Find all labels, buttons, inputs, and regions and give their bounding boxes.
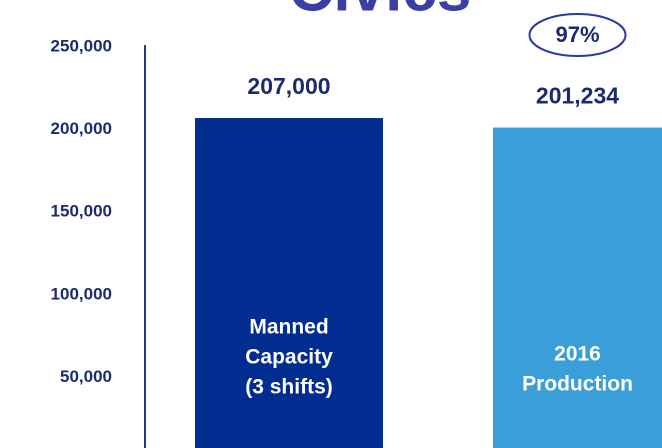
category-label: Manned <box>249 316 328 339</box>
category-label: 2016 <box>554 343 601 366</box>
chart-title: Civics <box>289 0 472 24</box>
category-label: Capacity <box>245 346 333 369</box>
category-label: Production <box>522 373 633 396</box>
annotation-ellipse <box>528 13 627 57</box>
y-tick-label: 50,000 <box>60 367 112 386</box>
y-tick-label: 250,000 <box>51 36 112 55</box>
y-tick-label: 150,000 <box>51 202 112 221</box>
category-label: (3 shifts) <box>245 376 333 399</box>
bar <box>195 118 383 448</box>
value-label: 201,234 <box>536 83 619 109</box>
y-tick-label: 200,000 <box>51 119 112 138</box>
bar <box>493 127 662 448</box>
y-tick-label: 100,000 <box>51 284 112 303</box>
value-label: 207,000 <box>247 73 330 99</box>
annotation: 97% <box>555 22 599 47</box>
